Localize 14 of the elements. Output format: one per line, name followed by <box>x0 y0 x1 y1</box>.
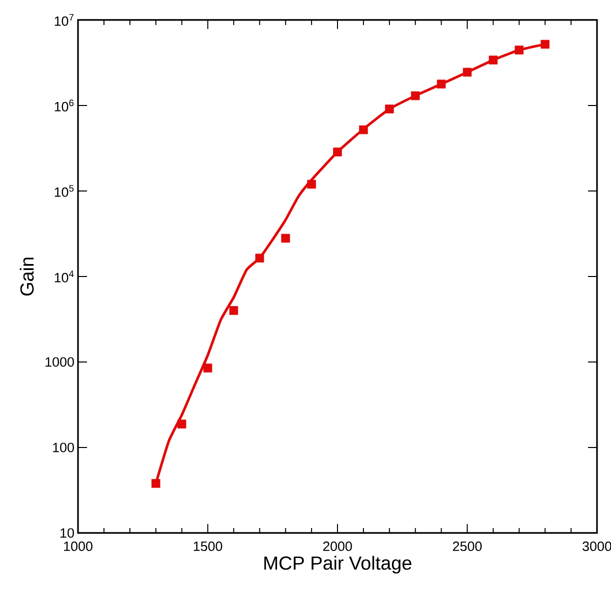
x-tick-label: 2500 <box>452 542 482 552</box>
x-tick-label: 1500 <box>194 542 222 552</box>
y-tick-label: 1000 <box>46 357 74 367</box>
y-tick-label: 10$^{5}$ <box>54 185 74 197</box>
x-tick-label: 2000 <box>323 542 352 552</box>
x-axis-title: MCP Pair Voltage <box>264 556 412 574</box>
y-tick-label: 10$^{4}$ <box>54 270 74 282</box>
y-axis-title: Gain <box>20 258 34 296</box>
y-tick-label: 10 <box>60 528 74 538</box>
y-tick-label: 100 <box>53 442 74 452</box>
x-tick-label: 3000 <box>582 542 611 552</box>
y-tick-label: 10$^{7}$ <box>54 14 74 26</box>
y-tick-label: 10$^{6}$ <box>54 100 74 112</box>
x-tick-label: 1000 <box>64 542 92 552</box>
